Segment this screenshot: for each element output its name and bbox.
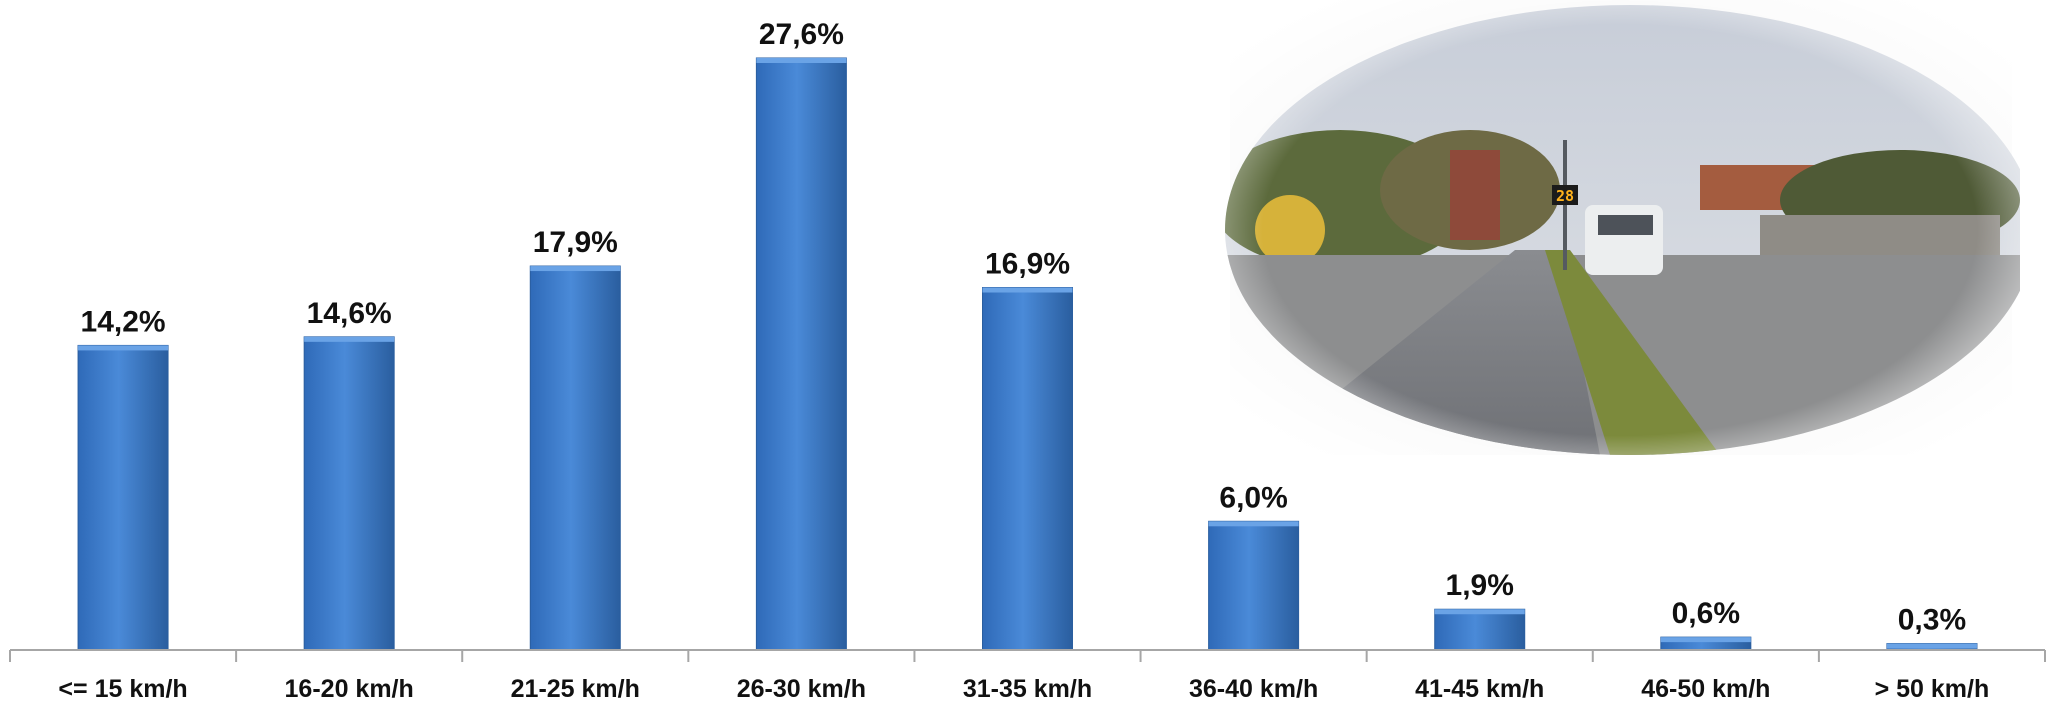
bar <box>303 336 395 651</box>
category-labels-group: <= 15 km/h 16-20 km/h 21-25 km/h 26-30 km/h… <box>58 675 1989 703</box>
x-tick-label: 41-45 km/h <box>1415 675 1544 703</box>
x-axis-ticks-group <box>9 650 2046 662</box>
bar-value-label: 17,9% <box>533 226 618 259</box>
bar <box>77 344 169 651</box>
x-tick-label: <= 15 km/h <box>58 675 187 703</box>
value-labels-group: 14,2% 14,6% 17,9% 27,6% 16,9% 6,0% 1,9% 0,6% 0,3… <box>81 18 1967 637</box>
bar <box>982 287 1073 651</box>
x-tick-label: 21-25 km/h <box>511 675 640 703</box>
bar-top-highlight <box>530 266 621 272</box>
bar-top-highlight <box>304 336 395 342</box>
bar-top-highlight <box>1208 521 1299 527</box>
bar <box>529 265 621 651</box>
x-tick-label: > 50 km/h <box>1875 675 1990 703</box>
bar-value-label: 6,0% <box>1219 481 1287 514</box>
x-tick-label: 31-35 km/h <box>963 675 1092 703</box>
bar <box>1434 608 1526 651</box>
bar <box>755 57 847 651</box>
bar-value-label: 16,9% <box>985 248 1070 281</box>
bar-value-label: 27,6% <box>759 18 844 51</box>
bar-top-highlight <box>1660 637 1751 643</box>
bar-top-highlight <box>982 287 1073 293</box>
bar-top-highlight <box>1434 609 1525 615</box>
x-tick-label: 46-50 km/h <box>1641 675 1770 703</box>
bar-value-label: 0,6% <box>1672 597 1740 630</box>
bar-value-label: 14,6% <box>307 297 392 330</box>
x-tick-label: 36-40 km/h <box>1189 675 1318 703</box>
street-photo: 28 <box>1220 0 2020 460</box>
bar-top-highlight <box>756 58 847 63</box>
bar-top-highlight <box>1886 643 1977 649</box>
bars-group <box>77 57 1978 651</box>
photo-vignette <box>1220 0 2020 460</box>
x-tick-label: 26-30 km/h <box>737 675 866 703</box>
bar <box>1208 520 1300 651</box>
bar-value-label: 1,9% <box>1446 569 1514 602</box>
bar-value-label: 0,3% <box>1898 604 1966 637</box>
bar-value-label: 14,2% <box>81 305 166 338</box>
bar-top-highlight <box>78 345 169 351</box>
x-tick-label: 16-20 km/h <box>285 675 414 703</box>
